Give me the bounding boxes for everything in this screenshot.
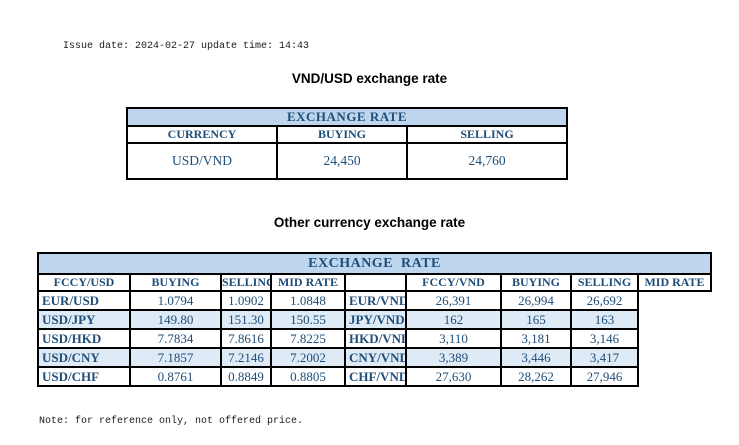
table-banner-row: EXCHANGE RATE: [36, 252, 713, 275]
right-pair-cell: EUR/VND: [344, 290, 407, 311]
currency-pair-cell: USD/VND: [126, 142, 278, 180]
right-selling-cell: 165: [500, 309, 572, 330]
selling-cell: 24,760: [405, 142, 569, 180]
col-header-right-buying: BUYING: [500, 273, 572, 292]
left-mid-rate-cell: 7.8225: [270, 328, 346, 349]
left-selling-cell: 7.8616: [220, 328, 272, 349]
right-selling-cell: 26,994: [500, 290, 572, 311]
col-header-left-mid-rate: MID RATE: [270, 273, 346, 292]
left-mid-rate-cell: 0.8805: [270, 366, 346, 387]
buying-cell: 24,450: [276, 142, 408, 180]
left-buying-cell: 149.80: [129, 309, 222, 330]
issue-date-line: Issue date: 2024-02-27 update time: 14:4…: [63, 41, 310, 52]
right-pair-cell: CNY/VND: [344, 347, 407, 368]
right-buying-cell: 3,389: [405, 347, 502, 368]
left-buying-cell: 7.1857: [129, 347, 222, 368]
spacer-column: [344, 273, 407, 292]
other-table-title: Other currency exchange rate: [273, 215, 466, 230]
left-pair-cell: USD/CNY: [37, 347, 131, 368]
right-selling-cell: 3,181: [500, 328, 572, 349]
right-buying-cell: 27,630: [405, 366, 502, 387]
right-buying-cell: 26,391: [405, 290, 502, 311]
col-header-selling: SELLING: [405, 125, 569, 144]
usd-table-title: VND/USD exchange rate: [291, 71, 448, 86]
right-mid-rate-cell: 26,692: [570, 290, 639, 311]
left-pair-cell: EUR/USD: [37, 290, 131, 311]
table-row: USD/CNY 7.1857 7.2146 7.2002 CNY/VND 3,3…: [37, 347, 711, 368]
right-selling-cell: 3,446: [500, 347, 572, 368]
right-selling-cell: 28,262: [500, 366, 572, 387]
col-header-left-selling: SELLING: [220, 273, 272, 292]
usd-table-banner: EXCHANGE RATE: [125, 107, 569, 127]
left-mid-rate-cell: 7.2002: [270, 347, 346, 368]
left-selling-cell: 0.8849: [220, 366, 272, 387]
right-pair-cell: JPY/VND: [344, 309, 407, 330]
left-buying-cell: 1.0794: [129, 290, 222, 311]
column-header-row: FCCY/USD BUYING SELLING MID RATE FCCY/VN…: [37, 273, 713, 292]
right-buying-cell: 162: [405, 309, 502, 330]
col-header-currency: CURRENCY: [126, 125, 278, 144]
table-row: EUR/USD 1.0794 1.0902 1.0848 EUR/VND 26,…: [37, 290, 711, 311]
other-table-banner: EXCHANGE RATE: [36, 252, 713, 275]
col-header-right-mid-rate: MID RATE: [636, 273, 713, 292]
table-row: USD/JPY 149.80 151.30 150.55 JPY/VND 162…: [37, 309, 711, 330]
table-row: USD/VND 24,450 24,760: [126, 142, 569, 180]
left-pair-cell: USD/JPY: [37, 309, 131, 330]
left-pair-cell: USD/HKD: [37, 328, 131, 349]
table-row: USD/CHF 0.8761 0.8849 0.8805 CHF/VND 27,…: [37, 366, 711, 387]
left-selling-cell: 1.0902: [220, 290, 272, 311]
usd-exchange-table: EXCHANGE RATE CURRENCY BUYING SELLING US…: [125, 107, 569, 180]
note-line: Note: for reference only, not offered pr…: [39, 416, 304, 427]
left-mid-rate-cell: 150.55: [270, 309, 346, 330]
left-pair-cell: USD/CHF: [37, 366, 131, 387]
left-selling-cell: 151.30: [220, 309, 272, 330]
right-buying-cell: 3,110: [405, 328, 502, 349]
column-header-row: CURRENCY BUYING SELLING: [126, 125, 569, 144]
right-mid-rate-cell: 3,146: [570, 328, 639, 349]
right-mid-rate-cell: 3,417: [570, 347, 639, 368]
left-buying-cell: 7.7834: [129, 328, 222, 349]
right-mid-rate-cell: 163: [570, 309, 639, 330]
right-pair-cell: CHF/VND: [344, 366, 407, 387]
table-banner-row: EXCHANGE RATE: [125, 107, 569, 127]
table-row: USD/HKD 7.7834 7.8616 7.8225 HKD/VND 3,1…: [37, 328, 711, 349]
col-header-fccy-usd: FCCY/USD: [37, 273, 131, 292]
other-exchange-table: EXCHANGE RATE FCCY/USD BUYING SELLING MI…: [36, 252, 713, 387]
col-header-fccy-vnd: FCCY/VND: [405, 273, 502, 292]
right-pair-cell: HKD/VND: [344, 328, 407, 349]
col-header-buying: BUYING: [276, 125, 408, 144]
col-header-right-selling: SELLING: [570, 273, 639, 292]
left-mid-rate-cell: 1.0848: [270, 290, 346, 311]
col-header-left-buying: BUYING: [129, 273, 222, 292]
right-mid-rate-cell: 27,946: [570, 366, 639, 387]
left-selling-cell: 7.2146: [220, 347, 272, 368]
left-buying-cell: 0.8761: [129, 366, 222, 387]
